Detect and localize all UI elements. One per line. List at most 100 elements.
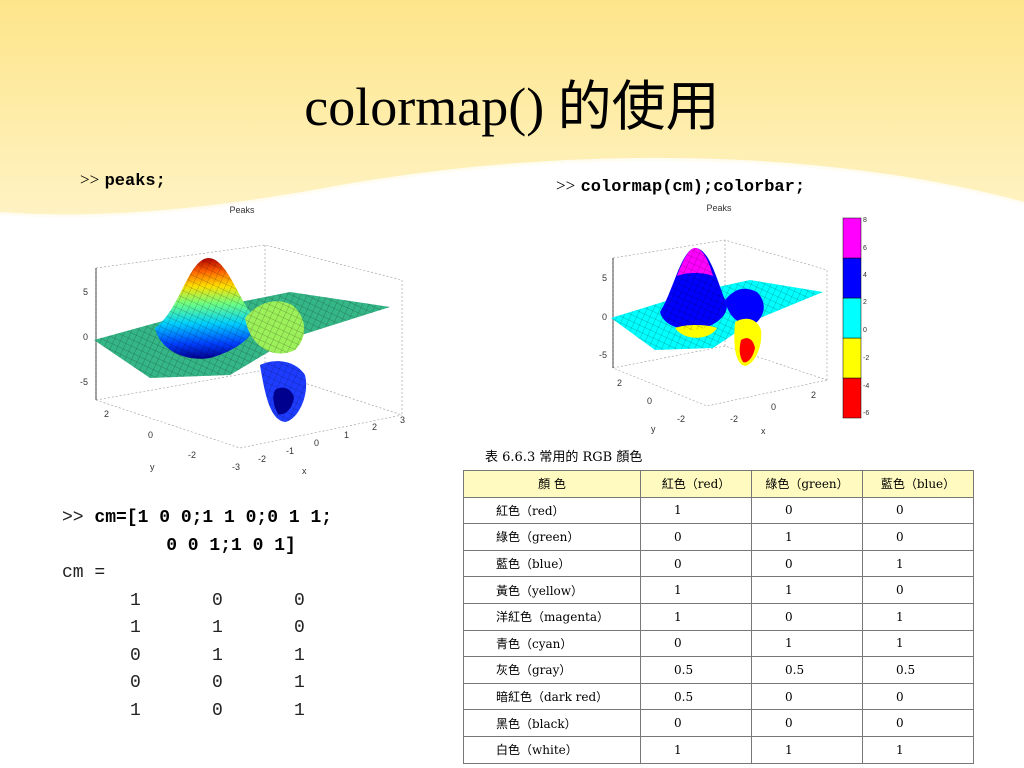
color-name-cell: 藍色（blue） — [463, 549, 641, 578]
colorbar-tick: 6 — [863, 245, 867, 252]
matrix-cell: 0 — [130, 673, 141, 693]
color-name-cell: 黃色（yellow） — [463, 576, 641, 604]
rgb-value-cell: 0 — [862, 496, 974, 525]
matrix-cell: 0 — [212, 700, 223, 721]
rgb-value-cell: 1 — [751, 629, 863, 658]
rgb-value-cell: 0 — [751, 709, 863, 737]
rgb-value-cell: 1 — [862, 735, 974, 764]
z-tick: -5 — [599, 350, 607, 360]
command-code: peaks; — [104, 172, 166, 191]
y-tick: 2 — [104, 409, 109, 419]
peaks-command: >> peaks; — [80, 170, 166, 191]
color-name-cell: 灰色（gray） — [463, 656, 641, 684]
x-tick: 3 — [400, 415, 405, 425]
rgb-value-cell: 1 — [862, 549, 974, 578]
matrix-cell: 1 — [294, 645, 305, 666]
cm-output-label: cm = — [62, 563, 106, 583]
rgb-value-cell: 0 — [862, 682, 974, 711]
cm-definition-cont: 0 0 1;1 0 1] — [123, 535, 296, 556]
rgb-value-cell: 0 — [751, 682, 863, 711]
rgb-value-cell: 0 — [862, 709, 974, 737]
table-row: 黑色（black） 0 0 0 — [463, 709, 974, 737]
column-header: 藍色（blue） — [862, 470, 974, 498]
colorbar-tick: -2 — [863, 355, 869, 362]
colorbar-tick: -4 — [863, 383, 869, 390]
x-label: x — [302, 466, 307, 476]
color-name-cell: 紅色（red） — [463, 496, 641, 525]
matrix-cell: 1 — [130, 700, 141, 721]
matrix-cell: 1 — [294, 673, 305, 693]
prompt: >> — [80, 170, 100, 189]
y-tick: -2 — [188, 450, 196, 460]
color-name-cell: 白色（white） — [463, 735, 641, 764]
z-tick: 5 — [602, 273, 607, 283]
x-tick: 2 — [811, 390, 816, 400]
z-tick: 0 — [602, 312, 607, 322]
table-row: 黃色（yellow） 1 1 0 — [463, 576, 974, 604]
table-row: 白色（white） 1 1 1 — [463, 735, 974, 764]
cm-matrix: 1 0 0 1 1 0 0 1 1 0 0 1 1 0 1 — [62, 588, 376, 726]
matrix-cell: 1 — [130, 618, 141, 638]
rgb-value-cell: 0 — [862, 576, 974, 604]
peaks-surface-plot: Peaks 5 0 -5 2 0 -2 y -3 -2 -1 0 1 2 3 x — [80, 205, 405, 476]
table-row: 洋紅色（magenta） 1 0 1 — [463, 602, 974, 631]
table-caption: 表 6.6.3 常用的 RGB 顏色 — [485, 450, 643, 465]
rgb-value-cell: 1 — [751, 576, 863, 604]
color-name-cell: 暗紅色（dark red） — [463, 682, 641, 711]
title-banner — [0, 0, 1024, 221]
x-tick: -2 — [258, 454, 266, 464]
x-tick: -3 — [232, 462, 240, 472]
x-tick: 0 — [771, 402, 776, 412]
matlab-code-block: >> cm=[1 0 0;1 1 0;0 1 1; 0 0 1;1 0 1] c… — [62, 505, 376, 725]
rgb-value-cell: 0 — [751, 549, 863, 578]
rgb-value-cell: 1 — [640, 735, 752, 764]
prompt: >> — [62, 508, 95, 528]
y-label: y — [150, 462, 155, 472]
command-code: colormap(cm);colorbar; — [580, 178, 806, 197]
rgb-value-cell: 0 — [862, 523, 974, 551]
rgb-value-cell: 0 — [751, 602, 863, 631]
rgb-value-cell: 0.5 — [640, 656, 752, 684]
y-label: y — [651, 424, 656, 434]
rgb-value-cell: 0 — [640, 523, 752, 551]
table-header-row: 顏 色 紅色（red） 綠色（green） 藍色（blue） — [463, 470, 974, 498]
matrix-cell: 0 — [294, 590, 305, 611]
colorbar-tick: 4 — [863, 272, 867, 279]
matrix-cell: 0 — [130, 645, 141, 666]
table-row: 紅色（red） 1 0 0 — [463, 496, 974, 525]
color-name-cell: 黑色（black） — [463, 709, 641, 737]
color-name-cell: 綠色（green） — [463, 523, 641, 551]
rgb-value-cell: 0 — [751, 496, 863, 525]
slide-title: colormap() 的使用 — [304, 77, 720, 137]
x-tick: 2 — [372, 422, 377, 432]
cm-definition: cm=[1 0 0;1 1 0;0 1 1; — [94, 508, 333, 528]
matrix-row: 1 0 1 — [62, 698, 376, 726]
rgb-value-cell: 0 — [640, 709, 752, 737]
matrix-cell: 0 — [212, 590, 223, 611]
custom-colormap-plot: Peaks 5 0 -5 2 0 -2 y -2 0 2 x 8 6 4 2 0… — [599, 203, 869, 436]
rgb-value-cell: 0 — [640, 629, 752, 658]
matrix-cell: 1 — [212, 618, 223, 638]
matrix-cell: 1 — [212, 645, 223, 666]
rgb-value-cell: 0 — [640, 549, 752, 578]
matrix-row: 1 0 0 — [62, 588, 376, 616]
y-tick: 0 — [148, 430, 153, 440]
matrix-cell: 1 — [294, 700, 305, 721]
x-tick: 0 — [314, 438, 319, 448]
y-tick: -2 — [677, 414, 685, 424]
rgb-value-cell: 0.5 — [640, 682, 752, 711]
z-tick: -5 — [80, 377, 88, 387]
y-tick: 2 — [617, 378, 622, 388]
table-row: 灰色（gray） 0.5 0.5 0.5 — [463, 656, 974, 684]
z-tick: 5 — [83, 287, 88, 297]
colormap-command: >> colormap(cm);colorbar; — [556, 176, 805, 197]
rgb-value-cell: 1 — [862, 629, 974, 658]
x-tick: -2 — [730, 414, 738, 424]
rgb-value-cell: 1 — [640, 576, 752, 604]
table-row: 暗紅色（dark red） 0.5 0 0 — [463, 682, 974, 711]
x-tick: -1 — [286, 446, 294, 456]
color-name-cell: 洋紅色（magenta） — [463, 602, 641, 631]
table-row: 綠色（green） 0 1 0 — [463, 523, 974, 551]
rgb-value-cell: 1 — [751, 735, 863, 764]
matrix-cell: 0 — [294, 618, 305, 638]
